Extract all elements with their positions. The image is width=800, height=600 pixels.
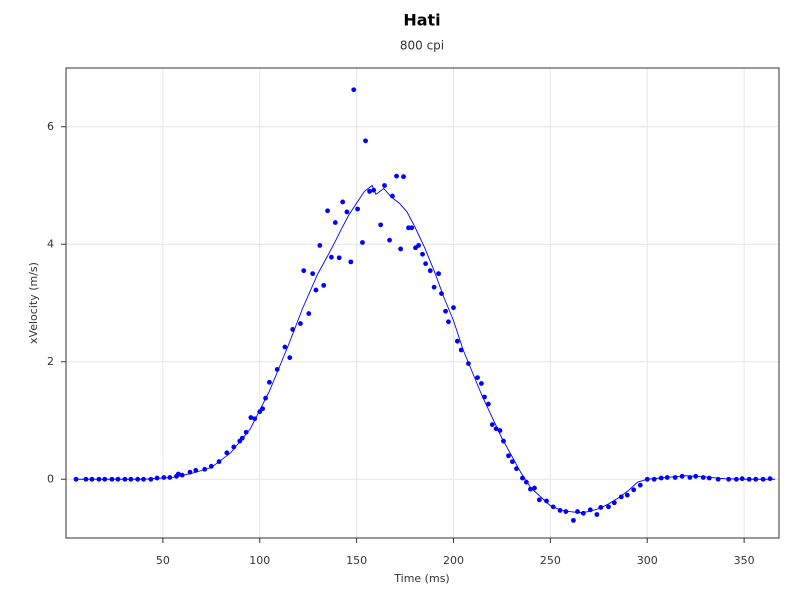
point [594, 512, 600, 517]
point [310, 271, 316, 277]
point [631, 487, 637, 493]
point [446, 319, 451, 325]
point [672, 475, 678, 480]
point [398, 246, 404, 252]
y-tick-label: 2 [47, 355, 54, 368]
point [321, 282, 327, 288]
line [75, 184, 776, 514]
point [348, 259, 354, 265]
point [536, 497, 542, 503]
point [298, 321, 303, 326]
point [479, 381, 484, 386]
point [161, 475, 167, 480]
point [360, 240, 365, 245]
point [344, 209, 350, 215]
point [575, 509, 580, 514]
point [706, 475, 712, 481]
point [651, 476, 657, 482]
point [387, 237, 392, 243]
point [451, 305, 456, 311]
y-axis-label: xVelocity (m/s) [27, 262, 40, 344]
x-tick-label: 50 [156, 554, 170, 567]
point [431, 284, 437, 290]
x-tick-label: 150 [346, 554, 367, 567]
point [340, 199, 346, 205]
y-tick-label: 6 [47, 120, 54, 133]
point [739, 476, 745, 482]
plot-frame [65, 67, 780, 539]
point [243, 429, 249, 435]
point [336, 255, 342, 261]
point [420, 251, 425, 257]
x-axis-label: Time (ms) [393, 572, 449, 585]
point [637, 482, 643, 488]
point [175, 471, 181, 477]
point [475, 375, 480, 381]
point [301, 268, 307, 274]
x-tick-label: 300 [637, 554, 658, 567]
point [282, 344, 288, 350]
y-tick-label: 4 [47, 237, 54, 250]
x-tick-label: 200 [443, 554, 464, 567]
point [394, 173, 399, 179]
chart-subtitle: 800 cpi [400, 39, 444, 53]
point [287, 355, 293, 361]
point [624, 492, 630, 498]
point [355, 206, 360, 212]
point [700, 475, 706, 480]
point [401, 174, 406, 180]
point [427, 268, 433, 274]
point [363, 138, 368, 144]
point [436, 271, 441, 277]
x-tick-label: 250 [540, 554, 561, 567]
point [409, 225, 415, 231]
point [329, 254, 334, 260]
point [726, 476, 732, 482]
point [606, 504, 611, 510]
point [489, 422, 495, 428]
point [224, 450, 230, 456]
point [423, 261, 428, 267]
point [454, 338, 460, 344]
point [544, 498, 549, 504]
point [317, 243, 323, 248]
x-tick-label: 350 [734, 554, 755, 567]
point [443, 308, 448, 314]
x-tick-label: 100 [249, 554, 270, 567]
point [306, 311, 312, 316]
point [313, 287, 319, 293]
point [378, 222, 384, 228]
point [571, 517, 576, 523]
point [267, 379, 272, 385]
chart-title: Hati [403, 11, 440, 30]
point [332, 220, 338, 225]
point [367, 188, 373, 194]
point [767, 476, 773, 482]
point [485, 401, 491, 407]
point [416, 243, 422, 248]
point [351, 87, 357, 93]
point [382, 183, 387, 188]
point [532, 485, 537, 491]
y-tick-label: 0 [47, 472, 54, 485]
point [510, 459, 515, 465]
point [618, 494, 624, 500]
point [506, 453, 511, 459]
point [248, 415, 254, 420]
point [325, 208, 330, 214]
